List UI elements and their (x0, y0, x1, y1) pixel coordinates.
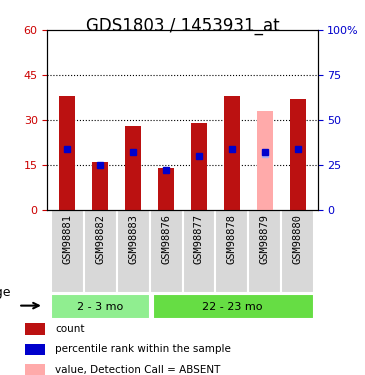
Bar (117, 30, 150, 292)
Text: age: age (0, 286, 11, 299)
Bar (215, 30, 248, 292)
Bar (25, 323, 45, 334)
Text: 2 - 3 mo: 2 - 3 mo (77, 302, 123, 312)
Text: count: count (55, 324, 85, 334)
Text: GSM98877: GSM98877 (194, 214, 204, 264)
Bar (158, 168, 174, 210)
Bar (150, 30, 182, 292)
Bar (92, 162, 108, 210)
Bar (257, 111, 273, 210)
Text: GDS1803 / 1453931_at: GDS1803 / 1453931_at (86, 17, 279, 35)
Text: value, Detection Call = ABSENT: value, Detection Call = ABSENT (55, 365, 220, 375)
Text: GSM98883: GSM98883 (128, 214, 138, 264)
Text: GSM98880: GSM98880 (293, 214, 303, 264)
FancyBboxPatch shape (51, 294, 150, 319)
Bar (25, 364, 45, 375)
Bar (281, 30, 314, 292)
Text: GSM98882: GSM98882 (95, 214, 105, 264)
Text: GSM98881: GSM98881 (62, 214, 72, 264)
Bar (84, 30, 117, 292)
Bar (25, 344, 45, 355)
Bar (191, 123, 207, 210)
Bar (224, 96, 240, 210)
Text: 22 - 23 mo: 22 - 23 mo (201, 302, 262, 312)
FancyBboxPatch shape (153, 294, 314, 319)
Bar (51, 30, 84, 292)
Text: GSM98876: GSM98876 (161, 214, 171, 264)
Text: GSM98879: GSM98879 (260, 214, 270, 264)
Text: GSM98878: GSM98878 (227, 214, 237, 264)
Bar (248, 30, 281, 292)
Text: percentile rank within the sample: percentile rank within the sample (55, 345, 231, 354)
Bar (59, 96, 76, 210)
Bar (182, 30, 215, 292)
Bar (125, 126, 141, 210)
Bar (289, 99, 306, 210)
